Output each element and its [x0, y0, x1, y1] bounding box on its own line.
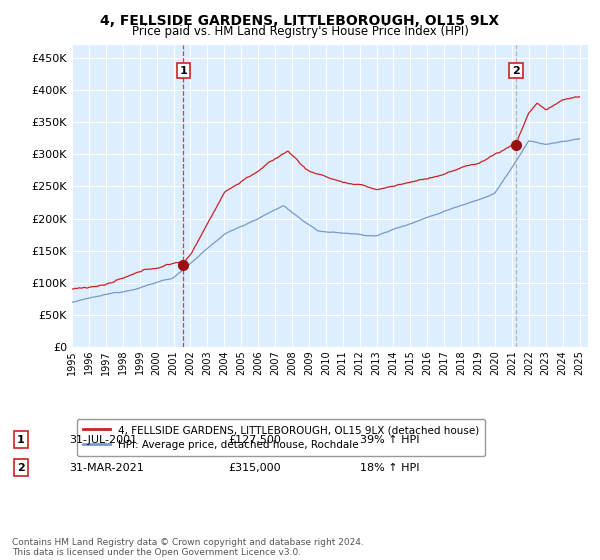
- Text: 39% ↑ HPI: 39% ↑ HPI: [360, 435, 419, 445]
- Text: Price paid vs. HM Land Registry's House Price Index (HPI): Price paid vs. HM Land Registry's House …: [131, 25, 469, 38]
- Text: 31-JUL-2001: 31-JUL-2001: [69, 435, 137, 445]
- Text: 2: 2: [17, 463, 25, 473]
- Text: 4, FELLSIDE GARDENS, LITTLEBOROUGH, OL15 9LX: 4, FELLSIDE GARDENS, LITTLEBOROUGH, OL15…: [100, 14, 500, 28]
- Text: £127,500: £127,500: [228, 435, 281, 445]
- Legend: 4, FELLSIDE GARDENS, LITTLEBOROUGH, OL15 9LX (detached house), HPI: Average pric: 4, FELLSIDE GARDENS, LITTLEBOROUGH, OL15…: [77, 419, 485, 456]
- Text: 31-MAR-2021: 31-MAR-2021: [69, 463, 144, 473]
- Text: Contains HM Land Registry data © Crown copyright and database right 2024.
This d: Contains HM Land Registry data © Crown c…: [12, 538, 364, 557]
- Text: 1: 1: [179, 66, 187, 76]
- Text: 1: 1: [17, 435, 25, 445]
- Text: 2: 2: [512, 66, 520, 76]
- Text: £315,000: £315,000: [228, 463, 281, 473]
- Text: 18% ↑ HPI: 18% ↑ HPI: [360, 463, 419, 473]
